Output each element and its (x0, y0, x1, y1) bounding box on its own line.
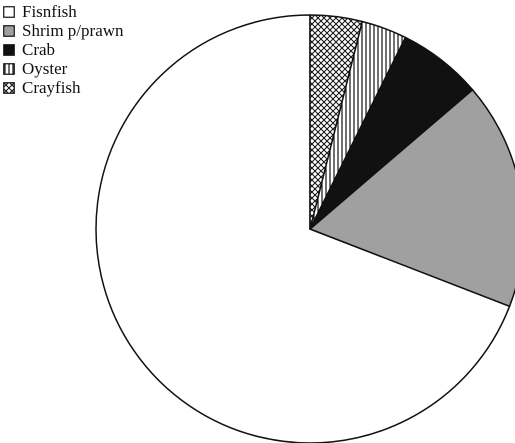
legend-swatch-oyster (3, 62, 15, 75)
legend-label-oyster: Oyster (22, 59, 68, 78)
legend-item-oyster: Oyster (3, 59, 124, 78)
pie-slice-shrim-p-prawn (309, 89, 515, 308)
legend-swatch-shrim-p-prawn (3, 24, 15, 37)
legend-item-crab: Crab (3, 40, 124, 59)
legend-label-shrim-p-prawn: Shrim p/prawn (22, 21, 124, 40)
pie-slices (95, 14, 515, 443)
legend-item-shrim-p-prawn: Shrim p/prawn (3, 21, 124, 40)
legend-label-crayfish: Crayfish (22, 78, 81, 97)
legend-swatch-crab (3, 43, 15, 56)
pie-slice-fisnfish (95, 14, 511, 443)
legend-swatch-crayfish (3, 81, 15, 94)
legend-swatch-fisnfish (3, 5, 15, 18)
legend-item-fisnfish: Fisnfish (3, 2, 124, 21)
legend-item-crayfish: Crayfish (3, 78, 124, 97)
legend: Fisnfish Shrim p/prawn Crab Oyster Crayfish (3, 2, 124, 97)
legend-label-crab: Crab (22, 40, 56, 59)
legend-label-fisnfish: Fisnfish (22, 2, 77, 21)
pie-slice-crayfish (309, 14, 363, 230)
